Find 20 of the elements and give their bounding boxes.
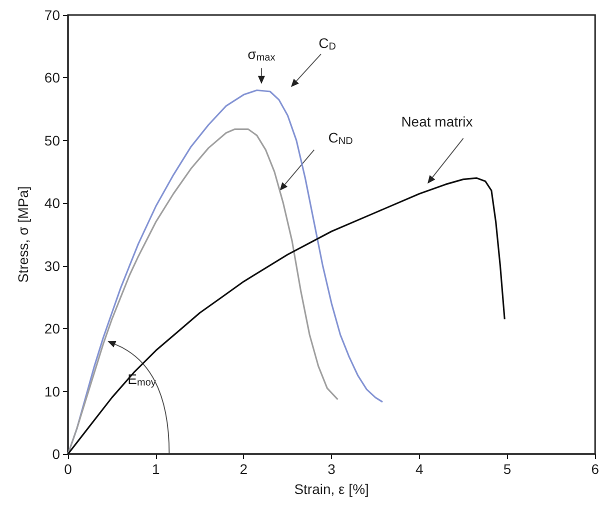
x-tick-label: 5 [503, 461, 512, 477]
y-tick-label: 20 [44, 320, 60, 337]
line-series [67, 177, 506, 455]
annotation: Neat matrix [401, 114, 473, 130]
y-tick-label: 0 [52, 446, 60, 462]
line-series [67, 128, 339, 455]
y-tick-label: 70 [44, 7, 60, 23]
y-tick-label: 30 [44, 258, 60, 274]
y-axis-title: Stress, σ [MPa] [15, 186, 31, 283]
y-tick-label: 60 [44, 70, 60, 86]
y-tick-label: 40 [44, 195, 60, 212]
x-tick-label: 1 [152, 461, 160, 477]
x-tick-label: 4 [416, 461, 424, 477]
x-tick-label: 6 [591, 461, 600, 477]
y-tick-label: 10 [44, 383, 60, 400]
x-tick-label: 0 [64, 461, 72, 477]
y-tick-label: 50 [44, 132, 60, 148]
x-axis-title: Strain, ε [%] [294, 481, 369, 497]
x-tick-label: 3 [328, 461, 336, 477]
x-tick-label: 2 [240, 461, 248, 477]
